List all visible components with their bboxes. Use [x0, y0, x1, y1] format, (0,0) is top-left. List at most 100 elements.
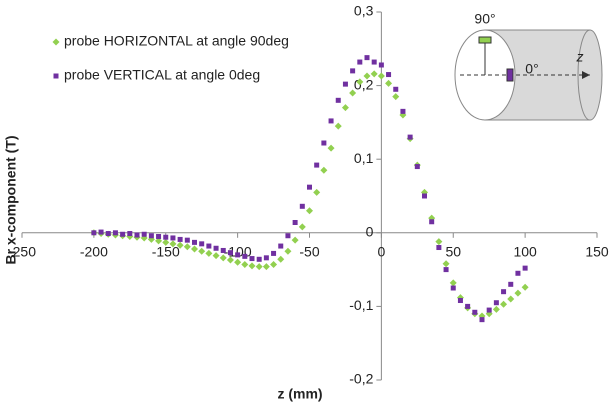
inset-label: 90°	[474, 11, 495, 27]
x-axis-title: z (mm)	[277, 386, 322, 402]
data-point	[105, 231, 111, 237]
data-point	[234, 258, 242, 266]
data-point	[342, 81, 348, 87]
data-point	[363, 72, 371, 80]
inset-diagram: 90° 0° z	[454, 11, 603, 121]
vertical-probe	[506, 68, 514, 82]
y-tick-label: 0,2	[354, 76, 374, 92]
arrow-head	[582, 71, 590, 79]
data-point	[235, 252, 241, 258]
data-point	[278, 243, 284, 249]
data-point	[285, 233, 291, 239]
data-point	[277, 255, 285, 263]
data-point	[298, 223, 306, 231]
data-point	[198, 247, 206, 255]
data-point	[443, 267, 449, 273]
y-axis-title: Br x-component (T)	[3, 135, 19, 264]
data-point	[291, 236, 299, 244]
data-point	[377, 72, 385, 80]
data-point	[335, 97, 341, 103]
legend-label: probe VERTICAL at angle 0deg	[64, 67, 260, 83]
data-point	[241, 260, 249, 268]
data-point	[507, 295, 515, 303]
data-point	[177, 236, 183, 242]
data-point	[400, 108, 406, 114]
data-point	[385, 79, 393, 87]
x-tick-label: -250	[8, 244, 36, 260]
data-point	[386, 72, 392, 78]
data-point	[486, 307, 492, 313]
data-point	[392, 93, 400, 101]
x-tick-label: -150	[152, 244, 180, 260]
data-point	[350, 68, 356, 74]
data-point	[334, 122, 342, 130]
data-point	[321, 140, 327, 146]
data-point	[191, 245, 198, 253]
data-point	[393, 86, 399, 92]
data-point	[313, 188, 321, 196]
data-point	[205, 249, 213, 257]
data-point	[271, 250, 277, 256]
x-tick-label: 100	[513, 244, 537, 260]
data-point	[378, 62, 384, 68]
data-point	[248, 262, 256, 270]
data-point	[493, 300, 499, 306]
legend-label: probe HORIZONTAL at angle 90deg	[64, 33, 289, 49]
data-point	[156, 233, 162, 239]
data-point	[270, 260, 278, 268]
data-point	[414, 164, 420, 170]
data-point	[514, 289, 522, 297]
inset-label: 0°	[525, 61, 538, 77]
data-point	[357, 59, 363, 65]
data-point	[112, 230, 118, 236]
data-point	[479, 317, 485, 323]
inset-label: z	[576, 49, 584, 65]
data-point	[255, 263, 263, 271]
data-point	[356, 78, 364, 86]
data-point	[320, 166, 328, 174]
data-point	[508, 281, 514, 287]
data-point	[127, 231, 133, 237]
data-point	[501, 289, 507, 295]
data-point	[141, 231, 147, 237]
data-point	[328, 118, 334, 124]
data-point	[256, 256, 262, 262]
data-point	[242, 253, 248, 259]
data-point	[341, 104, 349, 112]
data-point	[492, 305, 500, 313]
data-point	[349, 89, 357, 97]
data-point	[429, 219, 435, 225]
data-point	[162, 238, 170, 246]
y-tick-label: 0	[366, 224, 374, 240]
data-point	[364, 55, 370, 61]
data-point	[91, 230, 97, 236]
data-point	[219, 254, 227, 262]
data-point	[155, 237, 163, 245]
y-tick-label: -0,2	[349, 371, 373, 387]
data-point	[515, 270, 521, 276]
data-point	[435, 238, 443, 246]
data-point	[163, 234, 169, 240]
data-point	[450, 285, 456, 291]
data-point	[120, 231, 126, 237]
data-point	[184, 237, 190, 243]
data-point	[170, 235, 176, 241]
data-point	[371, 59, 377, 65]
data-point	[327, 144, 335, 152]
data-point	[176, 241, 184, 249]
data-point	[183, 243, 191, 251]
data-point	[299, 203, 305, 209]
data-point	[314, 162, 320, 168]
data-point	[472, 309, 478, 315]
data-point	[292, 219, 298, 225]
x-tick-label: -200	[80, 244, 108, 260]
y-tick-label: -0,1	[349, 297, 373, 313]
x-tick-label: 150	[585, 244, 609, 260]
y-tick-label: 0,1	[354, 150, 374, 166]
x-tick-label: 50	[445, 244, 461, 260]
data-point	[206, 243, 212, 249]
data-point	[442, 260, 450, 268]
data-point	[148, 233, 154, 239]
